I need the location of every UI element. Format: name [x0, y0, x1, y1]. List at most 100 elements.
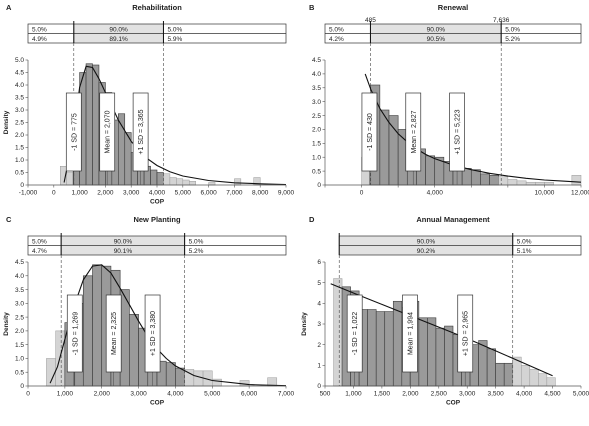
percentile-table: 5.0% 90.0% 5.0% 4.2% 90.5% 5.2%	[324, 21, 582, 44]
y-tick-label: 3	[317, 321, 321, 328]
y-tick-label: 1.0	[312, 154, 321, 161]
sd-marker-label: -1 SD = 1,269	[72, 312, 79, 355]
histogram-bar	[129, 314, 139, 387]
histogram-bar	[516, 180, 527, 186]
sd-marker-label: +1 SD = 3,380	[150, 311, 157, 356]
histogram-bar	[92, 64, 100, 186]
histogram-bar	[169, 177, 177, 186]
y-tick-label: 4.0	[312, 71, 321, 78]
histogram-bar	[92, 264, 103, 387]
histogram-bar	[495, 362, 505, 387]
y-tick-label: 2.5	[15, 314, 24, 321]
sd-marker-box	[346, 294, 363, 373]
pct-value: 90.1%	[114, 248, 133, 255]
x-tick-label: 3,000	[459, 391, 476, 398]
histogram-bar	[208, 182, 216, 186]
panel-letter: C	[6, 215, 12, 224]
x-tick-label: -1,000	[19, 190, 38, 197]
x-tick-label: 4,500	[544, 391, 561, 398]
y-tick-label: 4.5	[15, 70, 24, 77]
panel-letter: D	[309, 215, 315, 224]
fitted-distribution-curve	[364, 73, 582, 183]
panel-letter: A	[6, 3, 12, 12]
histogram-bar	[427, 317, 437, 387]
x-tick-label: 1,000	[71, 190, 88, 197]
pct-value: 5.9%	[167, 36, 182, 43]
y-axis-label: Density	[3, 312, 10, 336]
pct-value: 89.1%	[109, 36, 128, 43]
histogram-bar	[150, 169, 158, 186]
histogram-bar	[367, 309, 377, 387]
y-tick-label: 2.5	[15, 120, 24, 127]
y-axis-label: Density	[301, 312, 308, 336]
histogram-bar	[418, 317, 428, 387]
lower-bound-label: 485	[365, 17, 376, 24]
x-tick-label: 7,000	[278, 391, 295, 398]
pct-value: 5.0%	[505, 26, 520, 33]
sd-marker-label: Mean = 2,827	[411, 110, 418, 153]
percentile-table: 5.0% 90.0% 5.0% 4.7% 90.1% 5.2%	[27, 233, 287, 256]
histogram-bar	[189, 181, 196, 186]
panel-letter: B	[309, 3, 315, 12]
histogram-bars	[333, 278, 556, 387]
x-tick-label: 2,000	[94, 391, 111, 398]
x-tick-label: 4,000	[149, 190, 166, 197]
y-tick-label: 3.5	[15, 95, 24, 102]
sd-marker-box	[144, 294, 161, 373]
y-tick-label: 0	[20, 383, 24, 390]
pct-value: 90.0%	[417, 238, 436, 245]
histogram-bar	[175, 367, 185, 387]
sd-marker-box	[99, 92, 116, 172]
sd-marker-label: -1 SD = 775	[71, 113, 78, 151]
x-tick-label: 5,000	[204, 391, 221, 398]
panel-title: New Planting	[133, 215, 181, 224]
histogram-bar	[182, 179, 190, 186]
sd-marker-label: +1 SD = 3,365	[138, 109, 145, 154]
histogram-bar	[333, 278, 343, 387]
histogram-bar	[470, 169, 481, 186]
panel-title: Rehabilitation	[132, 3, 182, 12]
sd-marker-box	[105, 294, 122, 373]
pct-value: 4.2%	[329, 36, 344, 43]
y-tick-label: 4.5	[15, 259, 24, 266]
y-tick-label: 0.5	[15, 369, 24, 376]
sd-marker-label: Mean = 1,994	[407, 312, 414, 355]
y-tick-label: 1.0	[15, 157, 24, 164]
histogram-bar	[66, 172, 74, 186]
y-tick-label: 3.0	[15, 301, 24, 308]
y-tick-label: 1.5	[15, 342, 24, 349]
y-tick-label: 4.0	[15, 273, 24, 280]
x-tick-label: 1,000	[345, 391, 362, 398]
percentile-table: 5.0% 90.0% 5.0% 4.9% 89.1% 5.9%	[27, 21, 287, 44]
histogram-bar	[478, 340, 488, 387]
pct-value: 90.5%	[427, 36, 446, 43]
histogram-bar	[498, 176, 509, 186]
y-tick-label: 0	[20, 182, 24, 189]
sd-marker: -1 SD = 430	[361, 92, 378, 185]
sd-marker: Mean = 2,070	[99, 92, 116, 185]
x-tick-label: 2,500	[431, 391, 448, 398]
fitted-distribution-curve	[63, 65, 287, 186]
x-tick-label: 500	[320, 391, 331, 398]
y-tick-label: 2.0	[312, 127, 321, 134]
histogram-bar	[435, 327, 445, 387]
y-tick-label: 0	[317, 182, 321, 189]
fitted-distribution-curve	[330, 283, 553, 377]
panel-d: D Annual Management 90.0% 5.0% 90.2% 5.1% -1 S…	[301, 215, 589, 407]
x-tick-label: 4,000	[427, 190, 444, 197]
y-tick-label: 4.5	[312, 57, 321, 64]
histogram-bar	[521, 365, 531, 387]
y-tick-label: 1.5	[15, 145, 24, 152]
pct-value: 90.0%	[109, 26, 128, 33]
pct-value: 90.2%	[417, 248, 436, 255]
histogram-bar	[165, 362, 176, 387]
histogram-bar	[388, 115, 399, 186]
x-tick-label: 10,000	[534, 190, 554, 197]
histogram-bar	[392, 300, 403, 387]
pct-value: 4.7%	[32, 248, 47, 255]
panel-a: A Rehabilitation 5.0% 90.0% 5.0% 4.9% 89.1% 5.9…	[3, 3, 295, 206]
y-tick-label: 2.0	[15, 328, 24, 335]
histogram-bar	[546, 377, 556, 387]
x-tick-label: 3,500	[488, 391, 505, 398]
x-axis-label: COP	[150, 400, 165, 407]
